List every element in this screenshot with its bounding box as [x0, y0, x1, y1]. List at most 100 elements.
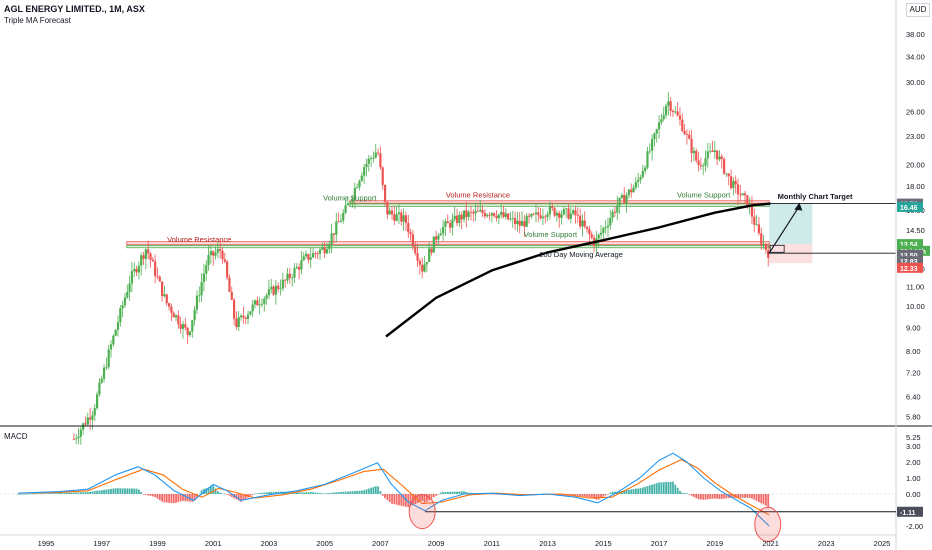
- candle-body: [356, 187, 359, 188]
- histogram-bar: [119, 488, 122, 494]
- indicator-label[interactable]: Triple MA Forecast: [4, 16, 71, 25]
- candle-body: [163, 294, 166, 297]
- candle-body: [604, 227, 607, 229]
- candle-body: [351, 198, 354, 203]
- histogram-bar: [356, 490, 359, 494]
- price-axis[interactable]: 5.255.806.407.208.009.0010.0011.0012.001…: [897, 10, 930, 442]
- histogram-bar: [114, 488, 117, 494]
- price-label-box: [897, 256, 923, 267]
- histogram-bar: [402, 494, 405, 507]
- candle-body: [383, 185, 387, 202]
- chart-header: AGL ENERGY LIMITED., 1M, ASX Triple MA F…: [4, 4, 145, 26]
- histogram-bar: [579, 494, 582, 497]
- candle-body: [400, 212, 403, 222]
- histogram-bar: [121, 488, 124, 494]
- histogram-bar: [156, 494, 159, 499]
- price-tick-label: 30.00: [906, 78, 925, 87]
- price-tick-label: 23.00: [906, 132, 925, 141]
- histogram-bar: [40, 493, 43, 495]
- histogram-bar: [182, 494, 184, 501]
- candle-body: [725, 173, 728, 175]
- histogram-bar: [706, 494, 709, 500]
- histogram-bar: [460, 491, 463, 494]
- histogram-bar: [463, 491, 465, 494]
- candle-body: [646, 151, 649, 168]
- candle-body: [318, 249, 322, 254]
- candle-body: [555, 212, 558, 216]
- histogram-bar: [131, 488, 133, 494]
- candle-body: [585, 226, 589, 230]
- histogram-bar: [467, 492, 470, 494]
- candle-body: [128, 283, 131, 292]
- histogram-bar: [379, 491, 382, 494]
- candle-body: [198, 295, 201, 297]
- candle-body: [126, 291, 129, 298]
- histogram-bar: [363, 490, 366, 494]
- histogram-bar: [405, 494, 407, 507]
- candle-body: [423, 264, 426, 272]
- candle-body: [374, 152, 377, 158]
- macd-label[interactable]: MACD: [4, 432, 28, 441]
- time-tick-label: 2015: [595, 539, 612, 548]
- candle-body: [284, 279, 287, 281]
- candle-body: [258, 304, 261, 306]
- histogram-bar: [583, 494, 586, 497]
- price-tick-label: 9.00: [906, 323, 921, 332]
- histogram-bar: [263, 492, 266, 494]
- histogram-bar: [26, 493, 29, 495]
- candle-body: [706, 151, 709, 159]
- histogram-bar: [418, 494, 421, 502]
- histogram-bar: [630, 489, 633, 494]
- histogram-bar: [344, 491, 347, 494]
- candle-body: [272, 286, 275, 295]
- candle-body: [216, 249, 219, 253]
- candle-body: [202, 273, 206, 283]
- candle-body: [697, 160, 700, 166]
- candle-body: [483, 213, 486, 217]
- histogram-bar: [68, 492, 71, 494]
- histogram-bar: [135, 488, 138, 494]
- candle-body: [623, 194, 626, 203]
- time-axis[interactable]: 1995 1997 1999 2001 2003 2005 2007 2009 2011 2013…: [38, 539, 891, 548]
- symbol-title[interactable]: AGL ENERGY LIMITED., 1M, ASX: [4, 4, 145, 14]
- annotation-resistance: Volume Resistance: [446, 191, 510, 200]
- currency-label[interactable]: AUD: [906, 3, 930, 17]
- histogram-bar: [240, 494, 242, 502]
- candle-body: [330, 233, 333, 244]
- price-label: 12.83: [900, 259, 918, 266]
- candle-body: [337, 221, 340, 223]
- time-tick-label: 1995: [38, 539, 55, 548]
- histogram-bar: [19, 493, 22, 495]
- candle-body: [388, 210, 391, 215]
- candle-body: [342, 212, 345, 221]
- histogram-bar: [665, 482, 667, 494]
- histogram-bar: [168, 494, 170, 503]
- histogram-bar: [753, 494, 756, 500]
- histogram-bar: [449, 491, 451, 494]
- candle-body: [370, 158, 373, 159]
- histogram-bar: [61, 492, 64, 494]
- candle-body: [472, 212, 475, 214]
- candle-body: [702, 165, 705, 167]
- histogram-bar: [142, 494, 145, 495]
- histogram-bar: [581, 494, 584, 497]
- candle-body: [678, 115, 682, 120]
- macd-tick-label: 3.00: [906, 442, 921, 451]
- macd-axis[interactable]: 3.002.001.000.00-1.00-2.00-1.11: [897, 442, 923, 531]
- histogram-bar: [189, 494, 191, 502]
- candle-body: [479, 209, 482, 212]
- candle-body: [613, 211, 617, 213]
- histogram-bar: [270, 492, 273, 494]
- histogram-bar: [442, 492, 444, 494]
- candle-body: [75, 438, 78, 440]
- histogram-bar: [275, 491, 277, 494]
- candle-body: [86, 417, 89, 425]
- histogram-bar: [695, 494, 698, 499]
- histogram-bar: [398, 494, 400, 506]
- histogram-bar: [256, 493, 259, 494]
- candle-body: [611, 211, 614, 219]
- candle-body: [184, 324, 187, 328]
- histogram-bar: [381, 494, 384, 496]
